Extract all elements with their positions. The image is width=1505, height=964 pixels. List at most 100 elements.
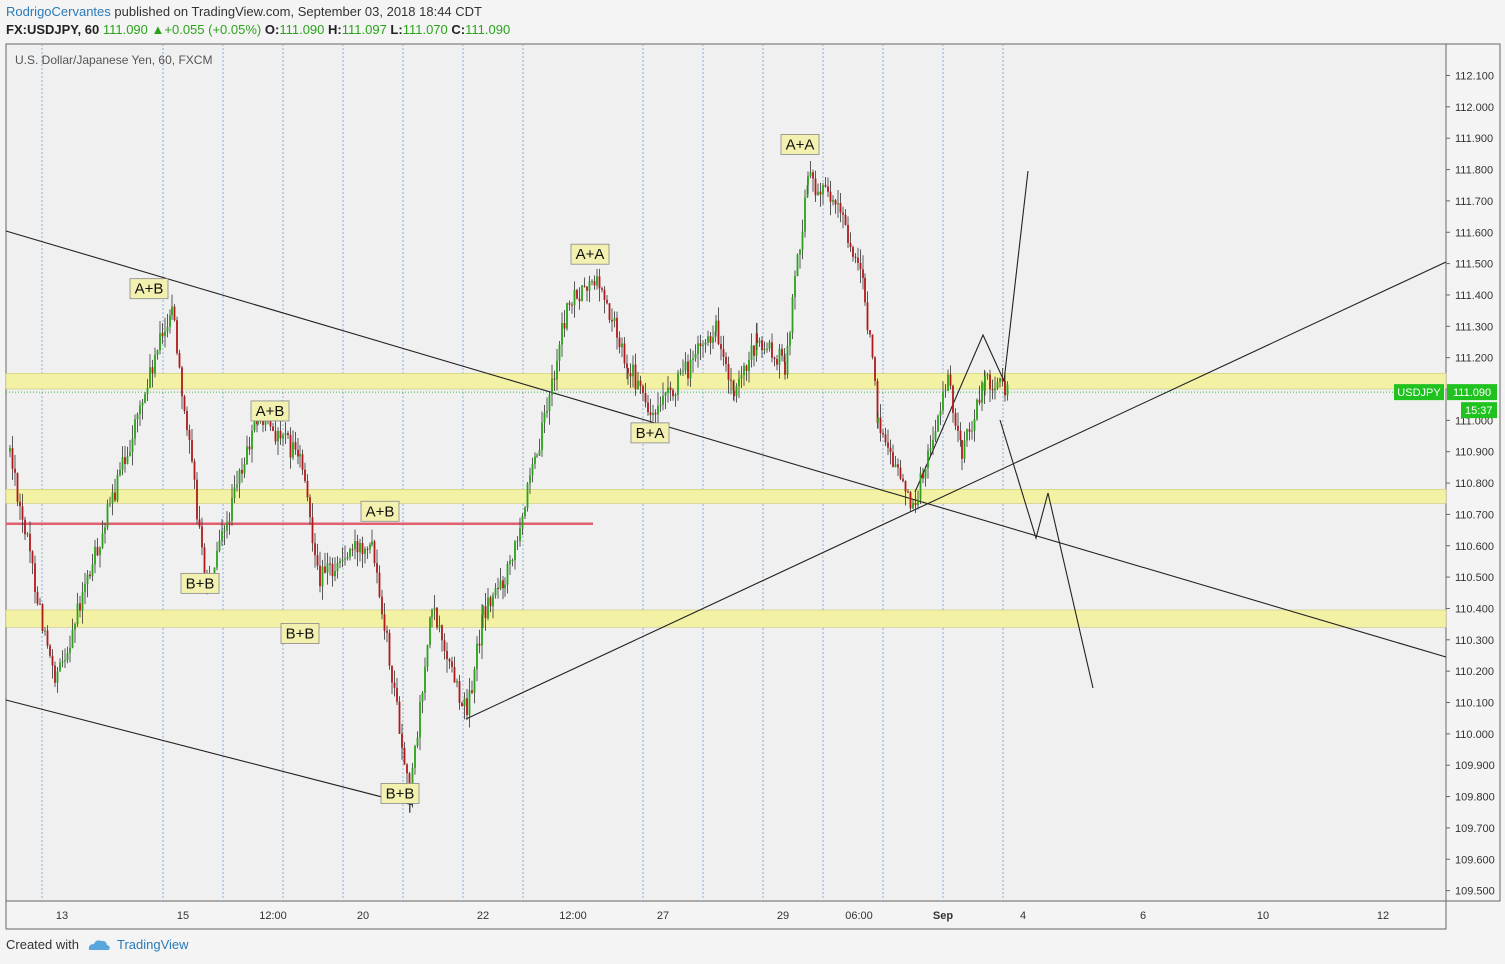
candle-body <box>181 367 183 397</box>
author-link[interactable]: RodrigoCervantes <box>6 4 111 19</box>
candle-body <box>761 340 763 351</box>
candle-body <box>937 415 939 432</box>
candle-body <box>416 737 419 747</box>
annotation-box <box>780 134 820 155</box>
candle-body <box>109 503 111 505</box>
time-axis[interactable] <box>5 900 1447 930</box>
pattern-annotation: A+A <box>570 243 610 265</box>
candle-body <box>725 356 727 365</box>
candle-body <box>241 469 243 474</box>
tradingview-logo-icon <box>88 939 110 950</box>
candle-body <box>740 375 743 379</box>
candle-body <box>228 520 231 523</box>
candle-body <box>173 306 176 321</box>
candle-body <box>476 643 478 670</box>
candle-body <box>827 186 829 192</box>
candle-body <box>424 666 426 693</box>
candle-body <box>9 448 11 452</box>
price-tick-label: 111.300 <box>1455 321 1493 333</box>
candle-body <box>897 464 899 468</box>
candle-body <box>606 299 608 304</box>
candle-body <box>613 317 616 322</box>
candle-body <box>99 547 101 556</box>
candle-body <box>531 463 534 476</box>
candle-body <box>396 687 398 702</box>
candle-body <box>553 378 556 380</box>
candle-body <box>834 200 837 205</box>
plot-area[interactable] <box>5 43 1447 902</box>
candle-body <box>929 448 932 451</box>
candle-body <box>171 306 173 316</box>
candle-body <box>436 607 438 628</box>
candle-body <box>341 559 344 561</box>
candle-body <box>251 430 253 450</box>
candle-body <box>634 364 637 390</box>
candle-body <box>626 363 628 368</box>
price-tick-label: 110.400 <box>1455 603 1494 615</box>
price-tick-label: 110.500 <box>1455 572 1494 584</box>
time-tick-label: 27 <box>657 910 669 922</box>
created-with-label: Created with <box>6 937 79 952</box>
annotation-box <box>280 623 320 644</box>
candle-body <box>502 580 504 589</box>
annotation-box <box>129 278 169 300</box>
candle-body <box>304 469 306 481</box>
candle-body <box>364 548 366 555</box>
price-badge-text: 111.090 <box>1453 387 1491 399</box>
candle-body <box>351 549 354 551</box>
candle-body <box>248 446 251 450</box>
candle-body <box>939 410 942 416</box>
candle-body <box>578 298 581 302</box>
candle-body <box>927 450 929 469</box>
candle-body <box>639 380 642 387</box>
candle-body <box>373 541 376 564</box>
symbol-badge-text: USDJPY <box>1397 387 1441 399</box>
candle-body <box>309 497 311 518</box>
candle-body <box>999 378 1001 383</box>
candle-body <box>134 419 136 439</box>
price-tick-label: 109.500 <box>1455 886 1495 898</box>
candle-body <box>203 547 206 582</box>
candle-body <box>588 281 591 291</box>
time-tick-label: 4 <box>1020 910 1026 922</box>
candle-body <box>186 411 188 431</box>
candle-body <box>642 386 644 394</box>
candle-body <box>492 595 494 607</box>
annotation-box <box>360 500 400 522</box>
candle-body <box>319 565 321 587</box>
candle-body <box>24 519 26 535</box>
candle-body <box>932 439 934 449</box>
candle-body <box>381 596 383 615</box>
time-tick-label: 06:00 <box>845 910 873 922</box>
pattern-annotation: B+B <box>180 572 220 594</box>
candle-body <box>720 344 722 350</box>
price-tick-label: 110.600 <box>1455 541 1494 553</box>
candle-body <box>388 632 391 666</box>
candle-body <box>944 390 947 392</box>
support-resistance-zones <box>5 373 1447 628</box>
candle-body <box>478 643 481 646</box>
price-axis[interactable] <box>1445 43 1501 902</box>
candle-body <box>292 442 294 458</box>
candle-body <box>284 433 287 436</box>
tradingview-link[interactable]: TradingView <box>87 937 189 952</box>
candle-body <box>406 764 408 774</box>
price-tick-label: 110.800 <box>1455 478 1494 490</box>
candle-body <box>346 556 349 559</box>
candle-body <box>233 487 236 498</box>
candle-body <box>79 603 81 611</box>
pattern-annotation: A+A <box>780 134 820 155</box>
time-tick-label: 15 <box>177 910 189 922</box>
candle-body <box>561 322 563 345</box>
candle-body <box>829 191 832 202</box>
low-value: 111.070 <box>402 22 448 37</box>
candle-body <box>876 380 879 423</box>
candle-body <box>914 502 917 506</box>
candle-body <box>231 497 233 521</box>
candle-body <box>738 378 740 387</box>
trend-lines <box>5 170 1447 806</box>
candle-body <box>481 614 483 646</box>
price-tick-label: 110.200 <box>1455 666 1494 678</box>
candle-body <box>39 603 41 605</box>
